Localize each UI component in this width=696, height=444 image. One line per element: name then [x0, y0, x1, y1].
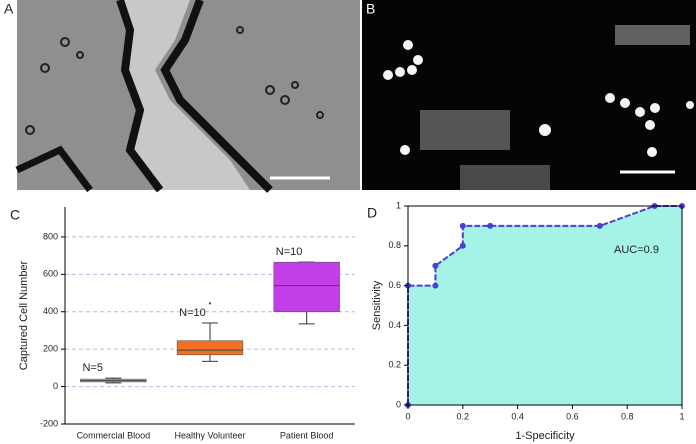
- y-tick-label: 800: [43, 231, 58, 241]
- micrograph-a: [15, 0, 360, 193]
- y-axis-label: Captured Cell Number: [18, 260, 30, 370]
- box-annotation: N=10: [179, 307, 206, 319]
- plot-frame: [407, 205, 683, 406]
- x-tick-label: Healthy Volunteer: [174, 430, 245, 440]
- panel-label: B: [366, 1, 375, 17]
- roc-point: [487, 222, 494, 229]
- y-tick-label: 0.6: [388, 280, 401, 290]
- micrograph-b: [362, 0, 696, 190]
- box-annotation: N=10: [276, 246, 303, 258]
- y-tick-label: 0.4: [388, 320, 401, 330]
- x-tick-label: 0.4: [511, 411, 524, 421]
- x-tick-label: 0.2: [457, 411, 470, 421]
- y-tick-label: 0: [396, 399, 401, 409]
- x-tick-label: Patient Blood: [280, 430, 334, 440]
- y-tick-label: 400: [43, 306, 58, 316]
- box: [273, 261, 340, 313]
- x-tick-label: 0.8: [621, 411, 634, 421]
- x-tick-label: 1: [679, 411, 684, 421]
- y-tick-label: -200: [40, 418, 58, 428]
- panel-label: D: [367, 205, 377, 221]
- box-annotation: N=5: [82, 362, 103, 374]
- panel-label: C: [10, 207, 20, 223]
- x-tick-label: 0: [405, 411, 410, 421]
- x-tick-label: 0.6: [566, 411, 579, 421]
- roc-line: [407, 205, 682, 405]
- roc-point: [459, 242, 466, 249]
- roc-point: [432, 282, 439, 289]
- roc-area: [408, 206, 682, 405]
- panel-label: A: [4, 1, 14, 17]
- roc-point: [432, 262, 439, 269]
- y-tick-label: 1: [396, 200, 401, 210]
- y-tick-label: 200: [43, 344, 58, 354]
- y-axis-label: Sensitivity: [371, 280, 383, 330]
- y-tick-label: 600: [43, 269, 58, 279]
- x-tick-label: Commercial Blood: [77, 430, 151, 440]
- roc-point: [596, 222, 603, 229]
- x-axis-label: 1-Specificity: [515, 430, 575, 442]
- box: [176, 340, 244, 356]
- y-tick-label: 0: [53, 381, 58, 391]
- roc-point: [459, 222, 466, 229]
- annotation: AUC=0.9: [614, 244, 659, 256]
- outlier: [208, 302, 212, 305]
- y-tick-label: 0.8: [388, 240, 401, 250]
- y-tick-label: 0.2: [388, 360, 401, 370]
